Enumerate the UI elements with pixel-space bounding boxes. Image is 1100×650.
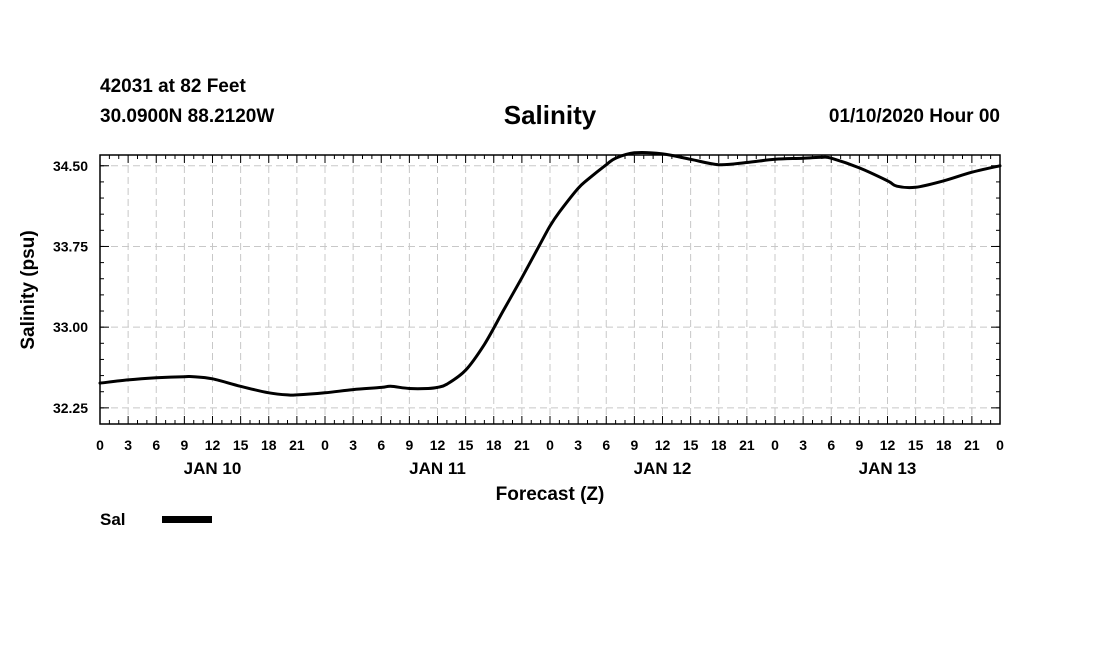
x-tick-label: 3 <box>124 437 132 453</box>
x-tick-label: 0 <box>546 437 554 453</box>
x-tick-label: 18 <box>486 437 502 453</box>
x-tick-label: 15 <box>458 437 474 453</box>
x-tick-label: 15 <box>233 437 249 453</box>
y-axis-title: Salinity (psu) <box>18 230 39 349</box>
x-tick-label: 9 <box>405 437 413 453</box>
x-tick-label: 0 <box>996 437 1004 453</box>
x-tick-label: 21 <box>514 437 530 453</box>
day-label: JAN 11 <box>409 459 466 478</box>
y-tick-label: 32.25 <box>53 400 88 416</box>
x-tick-label: 18 <box>936 437 952 453</box>
grid <box>100 155 1000 424</box>
y-tick-label: 33.00 <box>53 319 88 335</box>
station-label: 42031 at 82 Feet <box>100 76 246 97</box>
x-tick-label: 0 <box>321 437 329 453</box>
x-tick-label: 0 <box>96 437 104 453</box>
forecast-issue-time: 01/10/2020 Hour 00 <box>828 106 1000 127</box>
x-tick-label: 6 <box>602 437 610 453</box>
x-tick-label: 21 <box>964 437 980 453</box>
legend: Sal <box>100 510 212 529</box>
legend-swatch-sal <box>162 516 212 523</box>
x-tick-label: 18 <box>711 437 727 453</box>
x-tick-label: 21 <box>289 437 305 453</box>
x-tick-label: 9 <box>630 437 638 453</box>
x-tick-label: 3 <box>799 437 807 453</box>
plot-frame <box>99 154 1001 425</box>
chart-title: Salinity <box>503 100 597 130</box>
x-axis-title: Forecast (Z) <box>496 484 605 505</box>
x-tick-label: 12 <box>430 437 446 453</box>
station-coordinates: 30.0900N 88.2120W <box>100 106 275 127</box>
x-tick-label: 21 <box>739 437 755 453</box>
day-label: JAN 12 <box>634 459 692 478</box>
x-tick-label: 3 <box>349 437 357 453</box>
x-tick-label: 12 <box>655 437 671 453</box>
x-tick-label: 15 <box>908 437 924 453</box>
day-label: JAN 10 <box>184 459 242 478</box>
x-tick-label: 6 <box>152 437 160 453</box>
x-tick-label: 15 <box>683 437 699 453</box>
day-label: JAN 13 <box>859 459 917 478</box>
axis-labels: 0 3 6 9 12 15 18 21 0 3 6 9 12 15 18 21 0 3 6 9 12 15 18 21 0 3 6 9… <box>53 158 1004 478</box>
y-tick-label: 34.50 <box>53 158 88 174</box>
y-tick-label: 33.75 <box>53 238 88 254</box>
x-tick-label: 12 <box>205 437 221 453</box>
x-tick-label: 9 <box>855 437 863 453</box>
series-line-sal <box>98 151 1002 397</box>
x-tick-label: 18 <box>261 437 277 453</box>
x-tick-label: 6 <box>377 437 385 453</box>
x-tick-label: 6 <box>827 437 835 453</box>
x-tick-label: 3 <box>574 437 582 453</box>
x-tick-label: 0 <box>771 437 779 453</box>
legend-label-sal: Sal <box>100 510 126 529</box>
x-tick-label: 9 <box>180 437 188 453</box>
x-tick-label: 12 <box>880 437 896 453</box>
